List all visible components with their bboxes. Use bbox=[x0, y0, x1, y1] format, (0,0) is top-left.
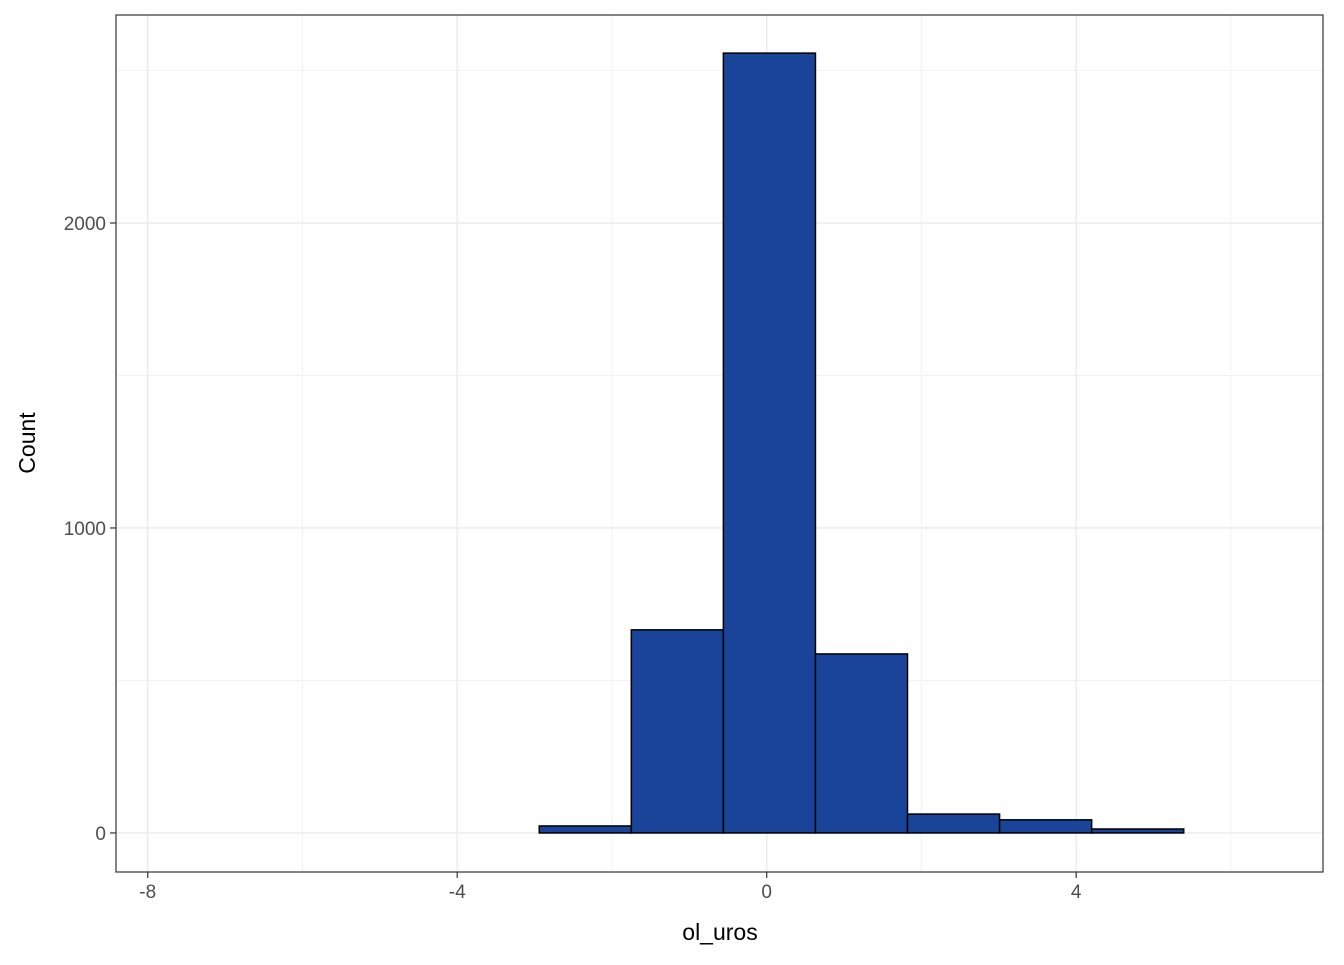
x-tick-label: -8 bbox=[139, 882, 156, 903]
y-tick-label: 0 bbox=[95, 824, 106, 845]
bar bbox=[998, 819, 1093, 834]
bar bbox=[722, 52, 817, 834]
x-tick-label: 4 bbox=[1071, 882, 1082, 903]
bar bbox=[538, 825, 633, 834]
grid bbox=[116, 15, 1323, 872]
bar bbox=[814, 653, 909, 834]
bar bbox=[906, 813, 1001, 834]
y-axis-label: Count bbox=[14, 412, 40, 474]
bar bbox=[1090, 828, 1185, 834]
bars bbox=[538, 52, 1185, 834]
bar bbox=[630, 629, 725, 834]
x-tick-label: 0 bbox=[761, 882, 772, 903]
y-tick-label: 2000 bbox=[64, 214, 106, 235]
x-tick-label: -4 bbox=[449, 882, 466, 903]
y-tick-label: 1000 bbox=[64, 519, 106, 540]
axes: 0 1000 2000 -8 -4 0 4 bbox=[64, 214, 1082, 903]
panel-border bbox=[115, 14, 1324, 873]
x-axis-label: ol_uros bbox=[682, 919, 757, 945]
